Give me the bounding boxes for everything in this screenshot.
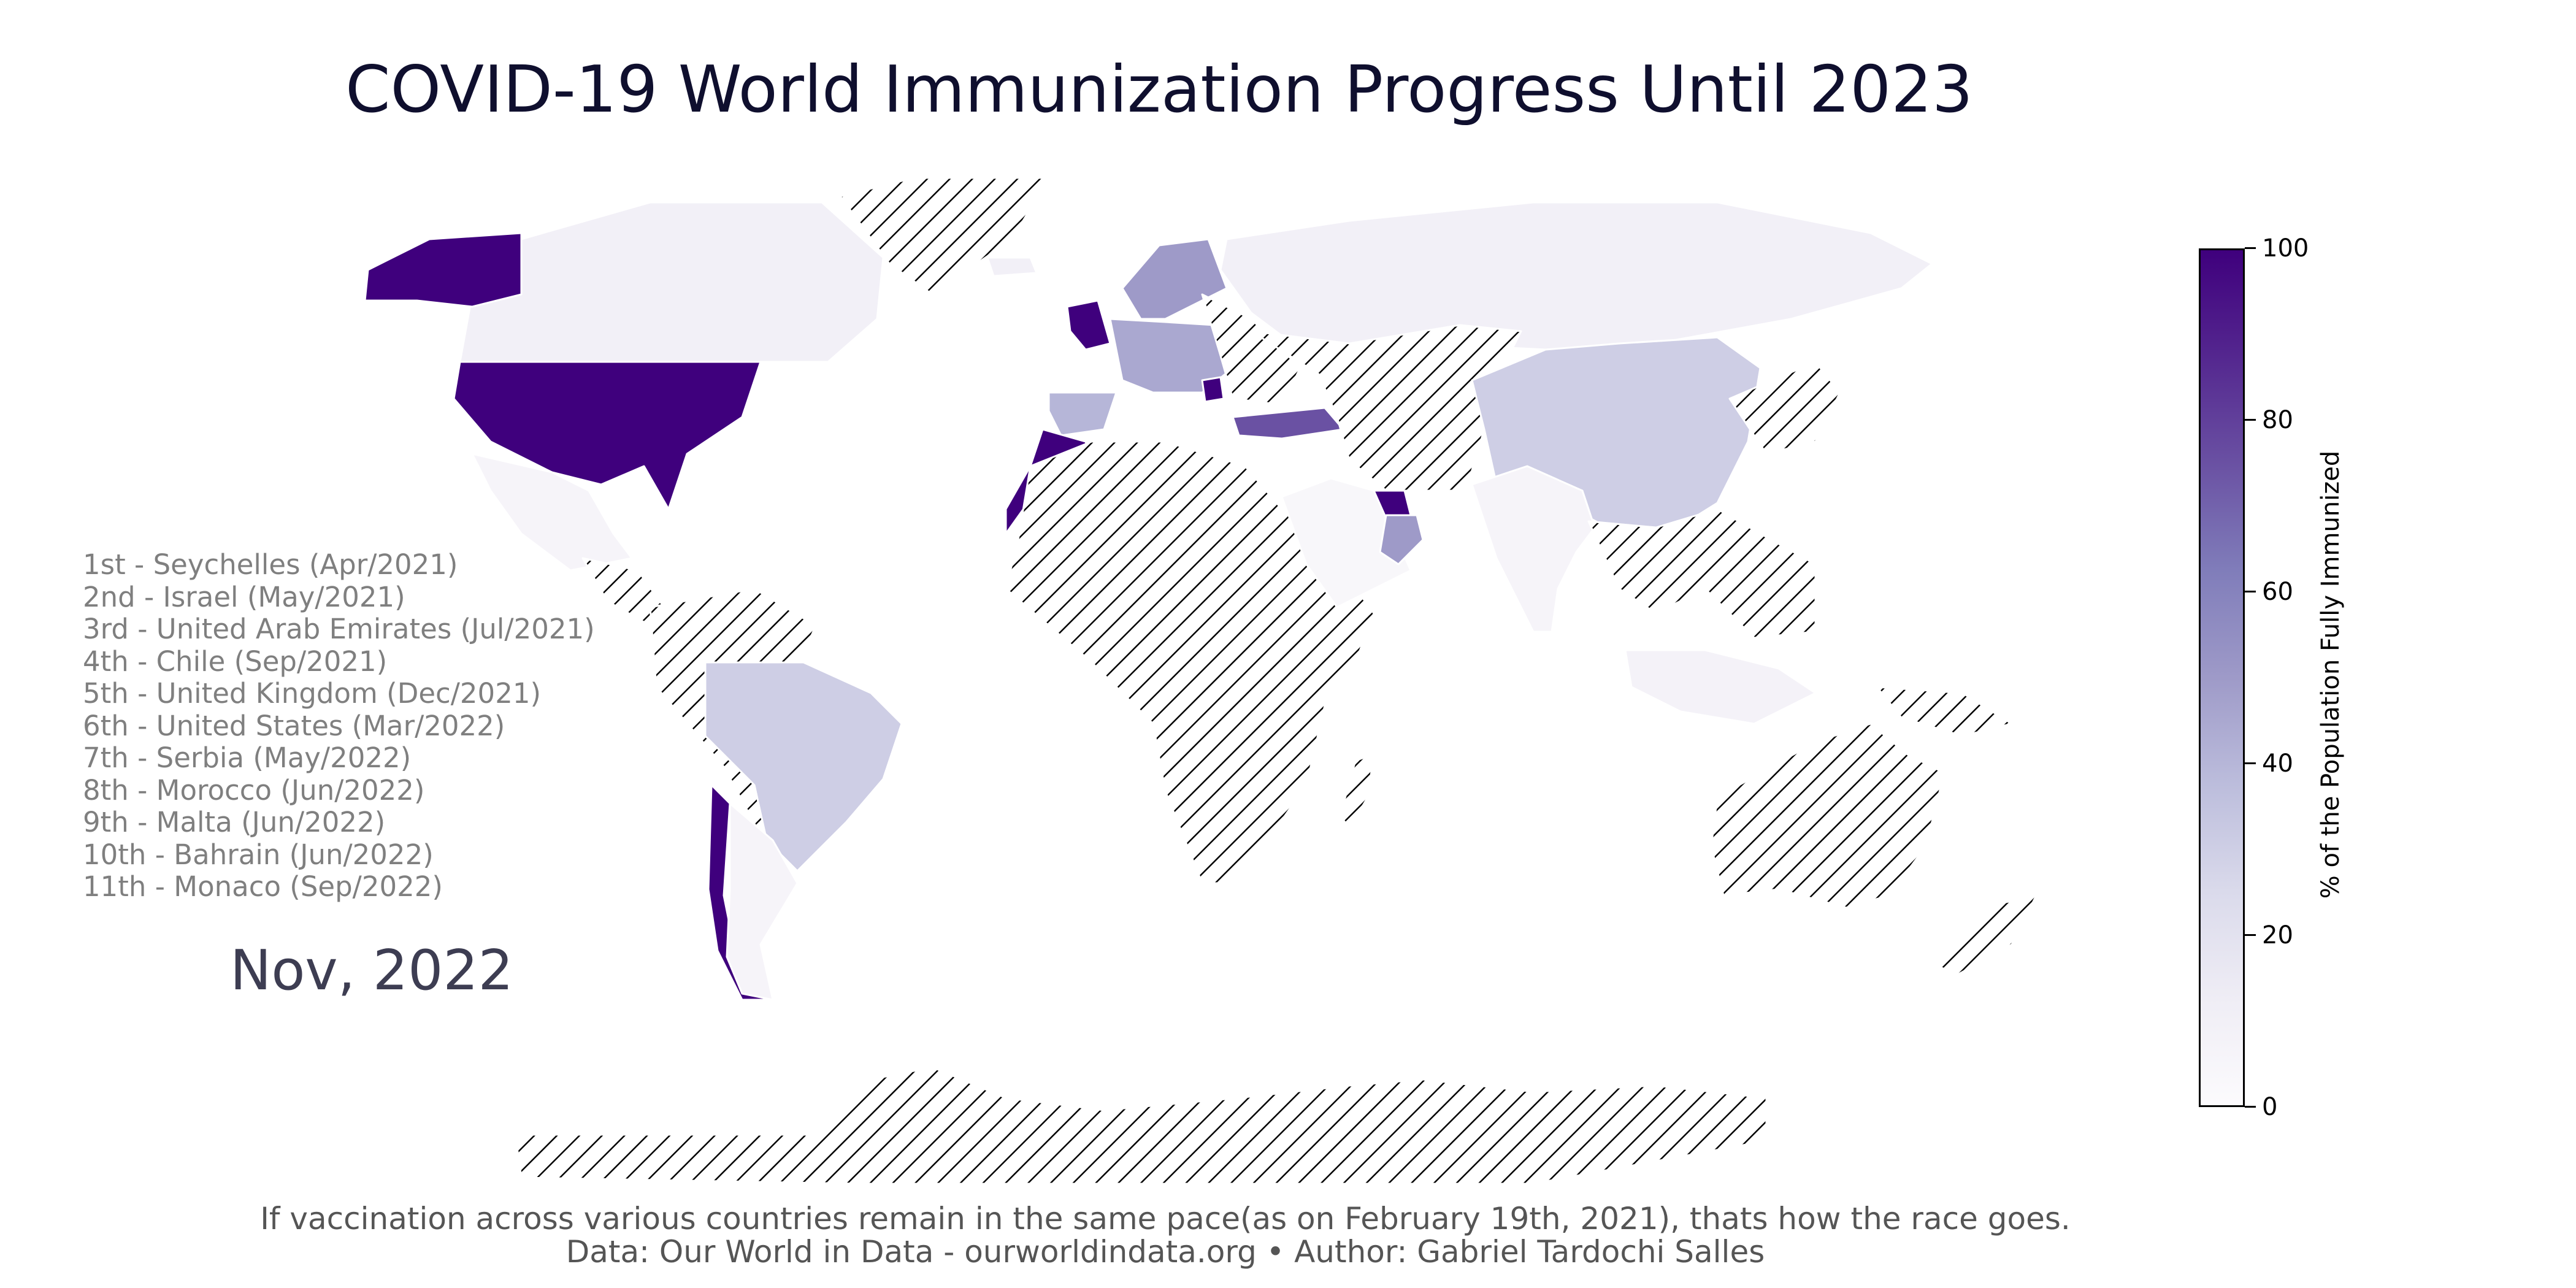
colorbar-tick [2245,1106,2256,1108]
ranking-item: 8th - Morocco (Jun/2022) [83,773,425,807]
colorbar-tick-label: 100 [2262,234,2309,263]
colorbar-tick [2245,934,2256,936]
region-greenland [839,177,1050,296]
colorbar-title: % of the Population Fully Immunized [2317,450,2345,899]
colorbar [2199,248,2245,1107]
region-southeast-asia [1587,508,1817,639]
colorbar-tick [2245,591,2256,592]
colorbar-tick-label: 60 [2262,578,2293,606]
ranking-item: 7th - Serbia (May/2022) [83,742,412,774]
region-alaska [364,232,523,308]
region-new-zealand [1931,894,2037,976]
region-central-asia [1250,324,1522,492]
colorbar-tick-label: 20 [2262,921,2293,949]
chart-title: COVID-19 World Immunization Progress Unt… [345,52,1973,127]
ranking-item: 4th - Chile (Sep/2021) [83,645,388,678]
colorbar-tick [2245,247,2256,249]
region-united-kingdom [1066,299,1111,351]
ranking-item: 1st - Seychelles (Apr/2021) [83,548,458,581]
region-antarctica [514,1066,1768,1185]
colorbar-tick [2245,419,2256,421]
ranking-item: 9th - Malta (Jun/2022) [83,806,386,838]
footer: If vaccination across various countries … [0,1202,2331,1268]
region-japan-korea [1728,361,1841,455]
colorbar-tick [2245,762,2256,764]
colorbar-tick-label: 0 [2262,1093,2278,1121]
ranking-item: 5th - United Kingdom (Dec/2021) [83,677,542,710]
region-turkey [1232,407,1344,440]
ranking-item: 10th - Bahrain (Jun/2022) [83,838,434,871]
region-mexico [471,453,633,572]
region-chile [707,784,768,1001]
region-oman [1379,514,1424,565]
region-eastern-europe [1201,293,1301,406]
colorbar-tick-label: 40 [2262,749,2293,778]
region-africa [1005,440,1375,884]
region-indonesia [1624,649,1817,725]
ranking-list: 1st - Seychelles (Apr/2021) 2nd - Israel… [83,548,595,903]
region-arabian-peninsula [1281,477,1412,608]
region-iberia [1048,391,1117,437]
region-scandinavia [1121,238,1228,320]
ranking-item: 11th - Monaco (Sep/2022) [83,870,443,903]
region-india [1471,465,1596,633]
region-brazil [704,661,903,872]
colorbar-tick-label: 80 [2262,406,2293,434]
region-australia [1710,723,1945,909]
region-papua-new-guinea [1876,686,2013,737]
region-serbia [1201,376,1225,403]
current-date-label: Nov, 2022 [230,938,513,1003]
region-madagascar [1339,753,1375,829]
ranking-item: 3rd - United Arab Emirates (Jul/2021) [83,613,595,645]
footer-credit: Data: Our World in Data - ourworldindata… [565,1234,1765,1270]
region-argentina [726,802,799,1001]
region-iceland [986,256,1038,277]
region-north-america-north [459,201,884,363]
region-russia [1219,201,1933,369]
ranking-item: 2nd - Israel (May/2021) [83,580,405,613]
footer-note: If vaccination across various countries … [260,1201,2071,1236]
region-united-states [453,361,762,510]
ranking-item: 6th - United States (Mar/2022) [83,709,505,742]
